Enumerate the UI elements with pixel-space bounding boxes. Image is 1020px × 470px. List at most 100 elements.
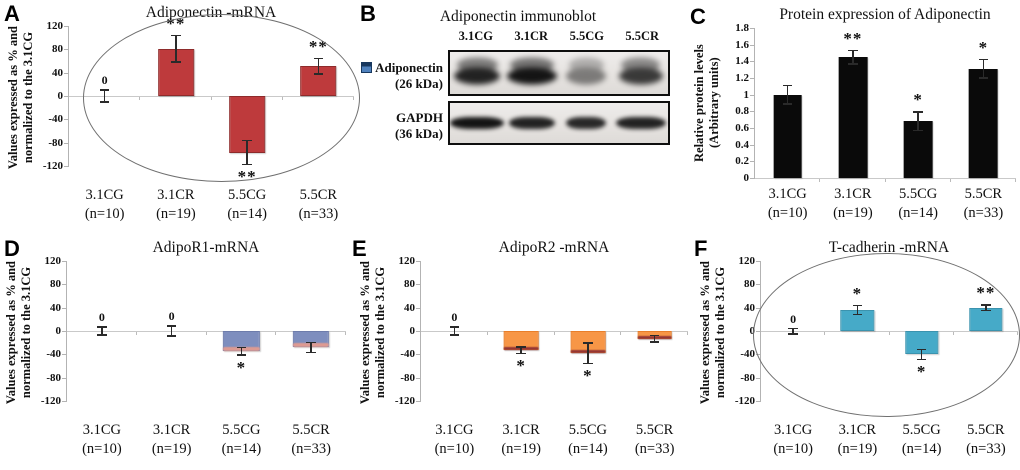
y-tick-mark [416, 261, 421, 262]
band-kda-text: (26 kDa) [394, 75, 443, 91]
y-tick-mark [62, 354, 67, 356]
x-tick-mark [687, 331, 688, 335]
y-tick-label: 1 [743, 88, 750, 101]
category-n: (n=19) [151, 440, 192, 457]
y-tick-label: 0 [409, 325, 416, 337]
gapdh-blot-image [448, 101, 670, 145]
category-label: 3.1CR (n=19) [127, 186, 224, 224]
category-n: (n=19) [837, 440, 878, 457]
category-label: 5.5CG (n=14) [874, 185, 963, 223]
category-slot-5.5CG: * 5.5CG (n=14) [890, 261, 954, 457]
y-tick-label: 120 [46, 20, 64, 32]
chart-body: Values expressed as % and normalized to t… [358, 255, 688, 457]
error-bar-5.5CR [307, 341, 315, 354]
y-tick-mark [756, 354, 761, 356]
category-slot-3.1CG: 0 3.1CG (n=10) [67, 261, 137, 457]
adiponectin-mrna-chart: Adiponectin -mRNA Values expressed as % a… [6, 2, 360, 222]
y-tick-label: 40 [50, 301, 61, 314]
bar-3.1CR [158, 48, 194, 96]
y-tick-mark [750, 161, 755, 163]
category-slot-3.1CG: 0 3.1CG (n=10) [761, 261, 825, 457]
significance-label: * [516, 356, 526, 376]
significance-label: * [978, 37, 989, 57]
t-cadherin-mrna-chart: T-cadherin -mRNA Values expressed as % an… [698, 237, 1020, 457]
category-n: (n=14) [221, 440, 262, 457]
category-name: 3.1CG [768, 186, 807, 202]
category-slot-3.1CR: 0 3.1CR (n=19) [137, 261, 207, 457]
category-slot-5.5CG: * 5.5CG (n=14) [886, 28, 951, 221]
panel-letter-f: F [694, 236, 708, 261]
category-name: 5.5CG [222, 422, 261, 438]
lane-label-5.5CR: 5.5CR [625, 29, 660, 43]
y-tick-label: 0 [57, 90, 64, 102]
y-tick-mark [750, 94, 755, 96]
error-bar-3.1CR [167, 325, 176, 337]
y-tick-mark [750, 78, 755, 79]
plot-area: 0 3.1CG (n=10) 0 3.1CR (n=19) * 5.5CG (n=14) 5.5C… [62, 261, 346, 457]
category-label: 5.5CG (n=14) [194, 421, 289, 459]
y-tick-mark [64, 26, 69, 27]
category-n: (n=33) [298, 205, 339, 222]
category-name: 5.5CR [292, 422, 330, 438]
x-axis-line [761, 331, 1018, 332]
y-tick-label: 0.8 [735, 105, 749, 118]
x-axis-line [69, 96, 354, 97]
band-label-text: Adiponectin [375, 60, 443, 75]
y-axis-label-line: Values expressed as % and [6, 26, 20, 170]
y-tick-mark [64, 119, 69, 121]
category-label: 5.5CR (n=33) [264, 421, 359, 459]
category-name: 5.5CR [967, 422, 1005, 438]
error-bar-3.1CR [517, 346, 525, 355]
category-label: 3.1CG (n=10) [749, 421, 836, 459]
band-label-text: GAPDH [396, 110, 443, 125]
category-slot-5.5CR: ** 5.5CR (n=33) [283, 26, 354, 222]
x-tick-mark [210, 96, 212, 100]
category-slot-5.5CG: * 5.5CG (n=14) [207, 261, 277, 457]
category-n: (n=33) [634, 440, 675, 457]
y-tick-mark [750, 178, 755, 179]
y-tick-mark [416, 377, 421, 379]
y-tick-mark [750, 144, 755, 146]
x-tick-mark [1017, 331, 1018, 335]
y-tick-mark [62, 377, 67, 379]
x-tick-mark [949, 178, 951, 182]
y-tick-label: -40 [48, 113, 63, 126]
category-n: (n=10) [82, 440, 122, 457]
error-bar-3.1CG [100, 89, 109, 103]
y-tick-label: 0 [749, 325, 756, 337]
x-axis-line [67, 331, 346, 332]
significance-label: * [236, 358, 247, 378]
significance-label: * [913, 90, 923, 110]
category-label: 5.5CG (n=14) [878, 421, 965, 459]
zero-value-label: 0 [790, 311, 797, 326]
y-axis-label-line: Relative protein levels [692, 44, 706, 162]
x-tick-mark [620, 331, 622, 335]
chart-title: T-cadherin -mRNA [828, 239, 950, 256]
category-label: 3.1CR (n=19) [814, 421, 901, 459]
category-name: 5.5CG [568, 422, 608, 438]
panel-b: B Adiponectin immunoblot 3.1CG 3.1CR 5.5CG… [356, 0, 680, 235]
y-tick-mark [416, 401, 421, 402]
y-tick-labels: 120 80 40 0 -40 -80 -120 [38, 20, 68, 172]
category-n: (n=19) [833, 204, 873, 221]
bar-3.1CR [838, 57, 868, 178]
category-slot-5.5CR: ** 5.5CR (n=33) [954, 261, 1018, 457]
x-tick-mark [952, 331, 954, 335]
category-slot-5.5CR: * 5.5CR (n=33) [951, 28, 1016, 221]
y-tick-label: 40 [52, 66, 63, 79]
category-label: 3.1CG (n=10) [56, 186, 153, 224]
category-n: (n=10) [773, 440, 813, 457]
error-bar-3.1CG [789, 327, 797, 335]
category-n: (n=14) [898, 204, 938, 221]
error-bar-5.5CR [981, 304, 990, 312]
y-axis-label-line: Values expressed as % and [358, 261, 372, 405]
x-tick-mark [486, 331, 488, 335]
y-tick-label: 80 [744, 278, 755, 291]
y-tick-label: 80 [50, 278, 61, 291]
y-tick-label: 0.4 [735, 138, 749, 151]
category-name: 3.1CR [157, 187, 195, 203]
y-tick-mark [64, 96, 69, 97]
significance-label: * [852, 283, 863, 303]
y-tick-mark [756, 401, 761, 402]
category-n: (n=10) [434, 440, 475, 457]
